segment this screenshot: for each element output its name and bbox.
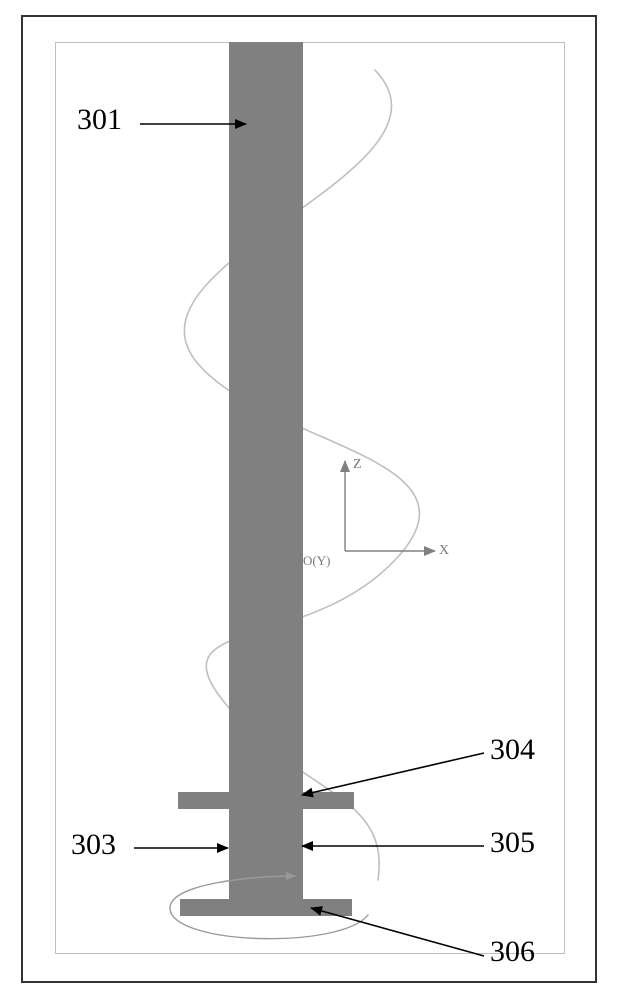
shaft-mid — [229, 809, 303, 899]
shaft-flange-upper — [178, 792, 354, 809]
callout-305: 305 — [490, 826, 535, 860]
axis-z-label: Z — [353, 457, 362, 473]
callout-arrow-306 — [311, 908, 484, 956]
axis-origin-label: O(Y) — [303, 553, 330, 569]
callout-304: 304 — [490, 733, 535, 767]
callout-arrow-304 — [302, 753, 484, 795]
axis-x-label: X — [439, 543, 449, 559]
callout-306: 306 — [490, 935, 535, 969]
shaft-main — [229, 42, 303, 792]
callout-301: 301 — [77, 103, 122, 137]
callout-303: 303 — [71, 828, 116, 862]
coordinate-axes — [345, 461, 435, 551]
shaft-flange-lower — [180, 899, 352, 916]
callout-arrows — [134, 124, 484, 956]
